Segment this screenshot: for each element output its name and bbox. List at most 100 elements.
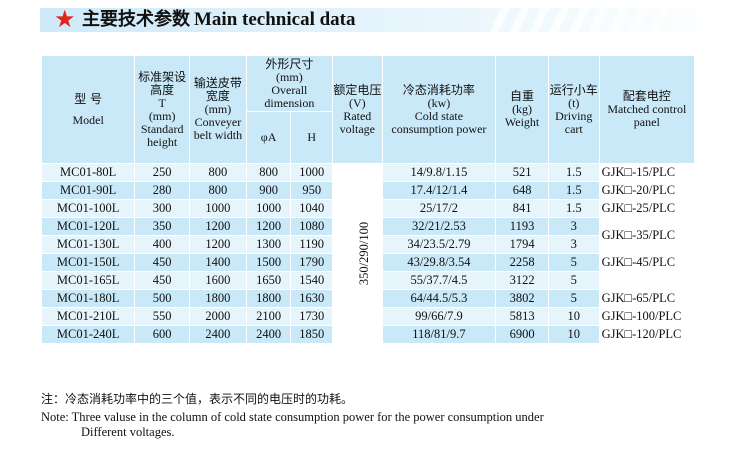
- section-title: 主要技术参数 Main technical data: [82, 10, 356, 30]
- header-height-sym: T: [158, 95, 166, 110]
- cell-cart: 1.5: [547, 163, 600, 182]
- cell-cart: 1.5: [547, 199, 600, 218]
- header-voltage-unit: (V): [348, 95, 366, 110]
- header-cart-unit: (t): [568, 95, 580, 110]
- cell-dim-h: 1040: [290, 199, 333, 218]
- cell-belt: 1400: [189, 253, 247, 272]
- note-chinese: 注：冷态消耗功率中的三个值，表示不同的电压时的功耗。: [41, 392, 354, 406]
- cell-weight: 2258: [495, 253, 549, 272]
- cell-belt: 1800: [189, 289, 247, 308]
- cell-cart: 5: [547, 253, 600, 272]
- cell-height: 280: [134, 181, 191, 200]
- cell-dim-h: 1790: [290, 253, 333, 272]
- table-row: MC01-130L 400 1200 1300 1190 34/23.5/2.7…: [40, 235, 695, 254]
- header-control-cn: 配套电控: [622, 89, 671, 103]
- cell-height: 550: [134, 307, 191, 326]
- cell-cart: 1.5: [547, 181, 600, 200]
- cell-dim-h: 1850: [290, 325, 333, 344]
- cell-model: MC01-210L: [40, 307, 136, 326]
- header-belt-en: Conveyer belt width: [193, 115, 243, 142]
- cell-dim-a: 1500: [245, 253, 292, 272]
- cell-voltage: 350/290/100: [331, 163, 383, 344]
- cell-dim-h: 1630: [290, 289, 333, 308]
- header-height-unit: (mm): [148, 108, 176, 123]
- section-banner: ★ 主要技术参数 Main technical data: [40, 8, 730, 32]
- cell-model: MC01-165L: [40, 271, 136, 290]
- technical-data-table: 型 号 Model 标准架设高度 T (mm) Standard height …: [40, 55, 696, 344]
- cell-belt: 1000: [189, 199, 247, 218]
- cell-dim-a: 1000: [245, 199, 292, 218]
- cell-dim-h: 1730: [290, 307, 333, 326]
- table-row: MC01-240L 600 2400 2400 1850 118/81/9.7 …: [40, 325, 696, 344]
- cell-height: 350: [134, 217, 191, 236]
- cell-dim-a: 2400: [245, 325, 292, 344]
- table-body: MC01-80L 250 800 800 1000 350/290/100 14…: [40, 163, 696, 344]
- cell-weight: 1794: [495, 235, 549, 254]
- title-english: Main technical data: [194, 9, 356, 30]
- cell-weight: 3122: [495, 271, 549, 290]
- cell-power: 43/29.8/3.54: [381, 253, 497, 272]
- cell-model: MC01-150L: [40, 253, 136, 272]
- star-icon: ★: [54, 8, 76, 32]
- header-voltage-en: Rated voltage: [339, 108, 375, 136]
- table-row: MC01-165L 450 1600 1650 1540 55/37.7/4.5…: [40, 271, 696, 308]
- table-row: MC01-150L 450 1400 1500 1790 43/29.8/3.5…: [40, 253, 696, 272]
- banner-background: [40, 8, 730, 32]
- header-dimension-unit: (mm): [276, 69, 303, 84]
- cell-height: 600: [134, 325, 191, 344]
- cell-height: 400: [134, 235, 191, 254]
- header-weight-en: Weight: [504, 115, 540, 129]
- header-power-cn: 冷态消耗功率: [402, 82, 475, 97]
- cell-belt: 800: [189, 181, 247, 200]
- header-model-en: Model: [72, 112, 104, 127]
- cell-dim-a: 2100: [245, 307, 292, 326]
- cell-height: 300: [134, 199, 191, 218]
- header-height: 标准架设高度 T (mm) Standard height: [134, 55, 191, 164]
- cell-control: GJK□-100/PLC: [598, 307, 696, 326]
- cell-belt: 1600: [189, 271, 247, 290]
- header-dimension: 外形尺寸 (mm) Overall dimension: [245, 55, 333, 112]
- header-dimension-en: Overall dimension: [264, 82, 315, 110]
- cell-model: MC01-240L: [40, 325, 136, 344]
- cell-cart: 5: [547, 289, 600, 308]
- cell-control: GJK□-15/PLC: [598, 163, 696, 182]
- header-power-en: Cold state consumption power: [391, 108, 487, 136]
- table-row: MC01-80L 250 800 800 1000 350/290/100 14…: [40, 163, 696, 344]
- header-cart-en: Driving cart: [555, 108, 593, 136]
- cell-model: MC01-130L: [40, 235, 136, 254]
- cell-power: 99/66/7.9: [381, 307, 497, 326]
- cell-belt: 2000: [189, 307, 247, 326]
- cell-dim-h: 1540: [290, 271, 333, 290]
- cell-belt: 1200: [189, 235, 247, 254]
- cell-control: GJK□-120/PLC: [598, 325, 696, 344]
- cell-cart: 10: [547, 325, 600, 344]
- header-control: 配套电控 Matched control panel: [598, 55, 696, 164]
- cell-height: 250: [134, 163, 191, 182]
- title-chinese: 主要技术参数: [82, 9, 190, 30]
- cell-weight: 648: [495, 181, 549, 200]
- header-weight-unit: (kg): [512, 102, 533, 116]
- cell-belt: 1200: [189, 217, 247, 236]
- cell-belt: 800: [189, 163, 247, 182]
- header-dimension-a: φA: [245, 111, 292, 164]
- header-power: 冷态消耗功率 (kw) Cold state consumption power: [381, 55, 497, 164]
- cell-height: 450: [134, 271, 191, 290]
- cell-control: GJK□-45/PLC: [598, 253, 696, 272]
- cell-cart: 3: [547, 217, 600, 236]
- header-cart: 运行小车 (t) Driving cart: [547, 55, 600, 164]
- cell-dim-a: 1800: [245, 289, 292, 308]
- cell-control: GJK□-20/PLC: [598, 181, 696, 200]
- cell-power: 32/21/2.53: [381, 217, 497, 236]
- header-model-cn: 型 号: [74, 91, 103, 106]
- cell-weight: 841: [495, 199, 549, 218]
- header-height-cn: 标准架设高度: [138, 69, 187, 97]
- header-weight-cn: 自重: [510, 89, 535, 103]
- cell-weight: 3802: [495, 289, 549, 308]
- cell-power: 55/37.7/4.5: [381, 271, 497, 290]
- note-english-line2: Different voltages.: [81, 425, 175, 439]
- voltage-value: 350/290/100: [357, 221, 372, 286]
- cell-dim-a: 800: [245, 163, 292, 182]
- header-dimension-h: H: [290, 111, 333, 164]
- cell-model: MC01-180L: [40, 289, 136, 308]
- cell-belt: 2400: [189, 325, 247, 344]
